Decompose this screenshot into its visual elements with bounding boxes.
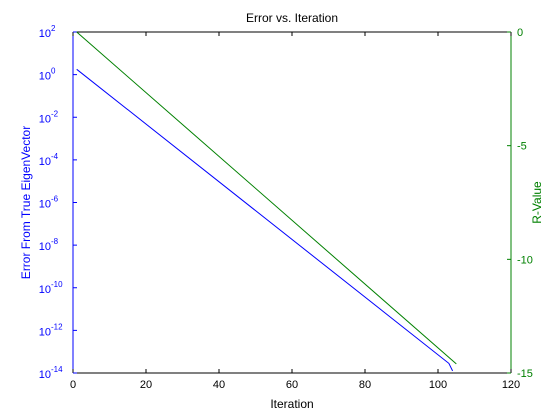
x-tick-label: 80 [359, 379, 371, 391]
y-left-tick-base: 10 [39, 369, 51, 381]
y-left-tick-label: 10 [39, 113, 51, 125]
y-left-tick-label: 10 [39, 156, 51, 168]
y-left-tick-exponent: -10 [51, 280, 63, 289]
plot-area [73, 32, 511, 373]
x-axis-title: Iteration [270, 397, 313, 411]
y-left-tick-exponent: 0 [51, 67, 56, 76]
series-group [76, 31, 457, 372]
y-left-tick-base: 10 [39, 199, 51, 211]
y-left-tick-label: 10 [39, 199, 51, 211]
y-right-tick-label: -5 [517, 141, 527, 153]
y-left-tick-label: 10 [39, 326, 51, 338]
x-tick-label: 60 [286, 379, 298, 391]
y-right-tick-label: -10 [517, 254, 533, 266]
y-left-tick-label: 10 [39, 71, 51, 83]
y-left-tick-exponent: -8 [51, 237, 59, 246]
y-right-tick-label: 0 [517, 27, 523, 39]
y-left-tick-label: 10 [39, 284, 51, 296]
y-left-tick-exponent: -2 [51, 109, 59, 118]
y-left-tick-exponent: -14 [51, 365, 63, 374]
x-tick-label: 40 [213, 379, 225, 391]
y-left-tick-exponent: -6 [51, 195, 59, 204]
y-left-tick-base: 10 [39, 113, 51, 125]
y-left-tick-exponent: -4 [51, 152, 59, 161]
y-left-tick-base: 10 [39, 156, 51, 168]
series-line-error [76, 68, 454, 372]
x-tick-label: 100 [429, 379, 447, 391]
y-left-tick-base: 10 [39, 241, 51, 253]
y-left-tick-label: 10 [39, 28, 51, 40]
y-right-tick-label: -15 [517, 368, 533, 380]
y-left-tick-base: 10 [39, 71, 51, 83]
x-tick-label: 0 [70, 379, 76, 391]
right-y-axis-title: R-Value [530, 181, 544, 224]
x-tick-label: 120 [502, 379, 520, 391]
series-line-r-value [76, 31, 457, 365]
y-left-tick-exponent: -12 [51, 322, 63, 331]
y-left-tick-base: 10 [39, 326, 51, 338]
y-left-tick-exponent: 2 [51, 24, 56, 33]
chart-title: Error vs. Iteration [246, 11, 338, 25]
y-left-tick-base: 10 [39, 28, 51, 40]
x-tick-label: 20 [140, 379, 152, 391]
left-y-axis-title: Error From True EigenVector [19, 126, 33, 279]
y-left-tick-label: 10 [39, 369, 51, 381]
y-left-tick-label: 10 [39, 241, 51, 253]
y-left-tick-base: 10 [39, 284, 51, 296]
axes [72, 31, 512, 374]
